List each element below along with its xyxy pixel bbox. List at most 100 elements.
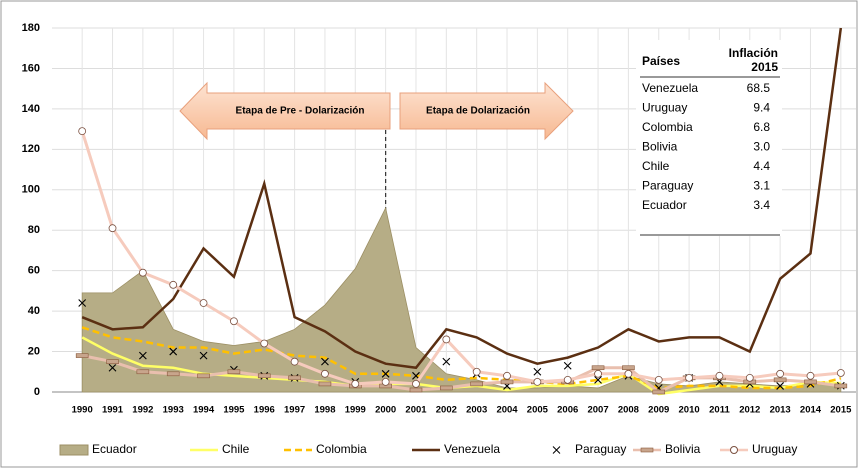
arrow-left (179, 81, 391, 141)
x-tick-label: 1993 (163, 405, 184, 416)
marker-dash (409, 387, 423, 393)
marker-dash (773, 377, 787, 383)
marker-x (442, 357, 451, 366)
y-tick-label: 140 (22, 103, 40, 115)
table-cell: 68.5 (747, 81, 771, 95)
x-tick-label: 2001 (405, 405, 427, 416)
x-tick-label: 1990 (72, 405, 93, 416)
marker-dash (591, 365, 605, 371)
table-cell: 3.1 (753, 179, 770, 193)
table-cell: Ecuador (642, 198, 687, 212)
x-tick-label: 1992 (132, 405, 153, 416)
x-tick-label: 2007 (587, 405, 608, 416)
x-tick-label: 2009 (648, 405, 669, 416)
x-tick-label: 2002 (436, 405, 457, 416)
x-tick-label: 2006 (557, 405, 578, 416)
marker-dash (834, 383, 848, 389)
marker-circle (776, 369, 785, 378)
y-tick-label: 160 (22, 62, 40, 74)
marker-x (138, 351, 147, 360)
marker-circle (138, 268, 147, 277)
marker-circle (654, 375, 663, 384)
x-tick-label: 1997 (284, 405, 305, 416)
x-tick-label: 1995 (223, 405, 245, 416)
marker-circle (594, 369, 602, 378)
marker-x (199, 351, 208, 360)
x-tick-label: 1998 (314, 405, 335, 416)
x-tick-label: 2003 (466, 405, 487, 416)
y-tick-label: 60 (28, 265, 40, 277)
marker-circle (78, 127, 87, 136)
table-cell: 3.4 (753, 198, 770, 212)
marker-dash (804, 379, 817, 385)
y-tick-label: 40 (28, 305, 40, 317)
annotation: Etapa de Pre - Dolarización (236, 106, 365, 117)
marker-circle (503, 371, 511, 380)
marker-dash (75, 353, 89, 358)
y-tick-label: 0 (34, 386, 40, 398)
marker-circle (806, 371, 815, 380)
x-tick-label: 2004 (496, 405, 518, 416)
table-cell: Venezuela (642, 81, 698, 95)
marker-x (563, 361, 572, 370)
marker-x (776, 382, 785, 390)
marker-circle (442, 335, 451, 344)
marker-circle (624, 369, 633, 378)
marker-dash (166, 371, 180, 377)
y-tick-label: 80 (28, 224, 40, 236)
arrow-right (399, 81, 574, 141)
marker-circle (290, 357, 299, 366)
marker-dash (622, 365, 635, 371)
marker-dash (227, 369, 241, 375)
table-cell: 6.8 (753, 120, 770, 134)
legend-marker (730, 446, 738, 454)
annotation: Etapa de Dolarización (426, 106, 530, 117)
x-tick-label: 2013 (770, 405, 791, 416)
marker-dash (136, 369, 150, 375)
x-tick-label: 2011 (709, 405, 730, 416)
x-tick-label: 1996 (254, 405, 275, 416)
table-header: 2015 (751, 60, 778, 74)
marker-circle (381, 377, 390, 386)
legend-label: Chile (222, 442, 250, 456)
marker-x (533, 367, 542, 376)
x-tick-label: 1999 (345, 405, 366, 416)
marker-dash (318, 381, 332, 387)
x-tick-label: 2015 (830, 405, 852, 416)
x-tick-label: 2014 (800, 405, 822, 416)
marker-x (78, 299, 87, 307)
legend-swatch (59, 444, 89, 456)
x-tick-label: 1994 (193, 405, 215, 416)
marker-x (594, 375, 602, 384)
legend-label: Ecuador (92, 442, 137, 456)
table-header: Países (642, 54, 680, 68)
marker-circle (563, 375, 572, 384)
marker-circle (745, 373, 754, 382)
table-cell: 3.0 (753, 140, 770, 154)
marker-x (321, 357, 329, 366)
table-header: Inflación (729, 46, 778, 60)
legend-label: Venezuela (444, 442, 500, 456)
marker-circle (199, 299, 208, 307)
legend-label: Colombia (316, 442, 367, 456)
marker-x (169, 347, 178, 356)
legend-label: Uruguay (752, 442, 797, 456)
marker-dash (106, 359, 119, 364)
marker-circle (472, 367, 481, 376)
x-tick-label: 2012 (739, 405, 760, 416)
table-cell: Bolivia (642, 140, 678, 154)
table-cell: Chile (642, 159, 670, 173)
table-cell: Uruguay (642, 101, 687, 115)
y-tick-label: 180 (22, 22, 40, 34)
table-bg (636, 40, 782, 236)
marker-dash (470, 381, 483, 387)
y-tick-label: 100 (22, 184, 40, 196)
marker-dash (257, 373, 271, 379)
table-cell: Colombia (642, 120, 693, 134)
legend-label: Bolivia (665, 442, 701, 456)
marker-circle (321, 369, 329, 378)
x-tick-label: 2010 (679, 405, 700, 416)
marker-x (108, 363, 117, 372)
